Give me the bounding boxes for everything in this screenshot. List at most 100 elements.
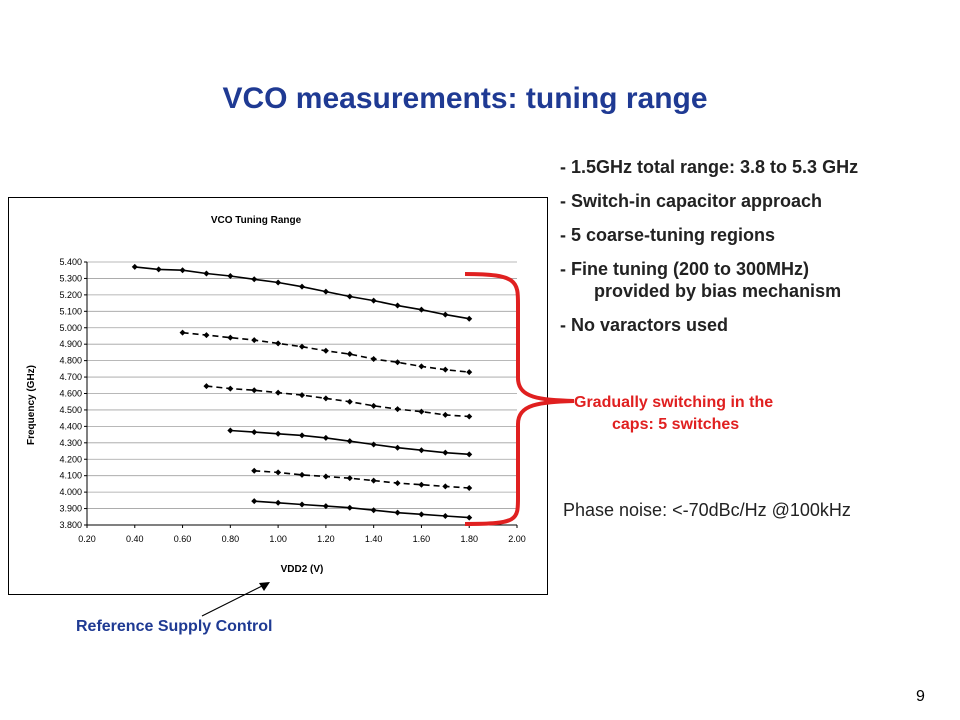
data-point bbox=[466, 315, 473, 322]
data-point bbox=[466, 369, 473, 376]
data-point bbox=[251, 498, 258, 505]
bullet-switch-capacitor: - Switch-in capacitor approach bbox=[560, 190, 960, 212]
data-point bbox=[394, 406, 401, 413]
data-point bbox=[299, 343, 305, 350]
data-point bbox=[299, 471, 305, 478]
data-point bbox=[466, 451, 473, 458]
vco-tuning-chart: VCO Tuning Range VDD2 (V) Frequency (GHz… bbox=[8, 197, 548, 595]
phase-noise-note: Phase noise: <-70dBc/Hz @100kHz bbox=[563, 500, 851, 520]
data-point bbox=[322, 473, 329, 480]
data-point bbox=[203, 270, 210, 277]
data-point bbox=[275, 340, 282, 347]
x-tick-label: 0.20 bbox=[78, 534, 96, 544]
y-tick-label: 4.000 bbox=[59, 487, 82, 497]
bullet-continuation: provided by bias mechanism bbox=[594, 281, 842, 301]
data-point bbox=[275, 430, 282, 437]
data-point bbox=[370, 297, 377, 304]
data-point bbox=[251, 387, 258, 394]
y-tick-label: 4.200 bbox=[59, 454, 82, 464]
brace-annotation-line2: caps: 5 switches bbox=[612, 416, 740, 433]
data-point bbox=[418, 511, 425, 518]
data-point bbox=[442, 449, 449, 456]
chart-svg: VCO Tuning Range VDD2 (V) Frequency (GHz… bbox=[26, 215, 526, 575]
data-point bbox=[346, 293, 353, 300]
data-point bbox=[179, 267, 186, 274]
x-tick-label: 1.80 bbox=[460, 534, 478, 544]
data-point bbox=[418, 481, 425, 488]
data-point bbox=[394, 302, 401, 309]
brace-annotation-line1: Gradually switching in the bbox=[574, 394, 774, 411]
data-point bbox=[299, 392, 305, 399]
y-tick-label: 4.400 bbox=[59, 421, 82, 431]
data-point bbox=[418, 447, 425, 454]
data-point bbox=[442, 411, 449, 418]
data-point bbox=[418, 363, 425, 370]
data-point bbox=[466, 413, 473, 420]
x-tick-label: 1.20 bbox=[317, 534, 335, 544]
series-line-3 bbox=[206, 385, 470, 418]
data-series bbox=[131, 263, 473, 521]
data-point bbox=[251, 429, 258, 436]
y-tick-label: 5.100 bbox=[59, 306, 82, 316]
data-point bbox=[370, 507, 377, 514]
data-point bbox=[251, 276, 258, 283]
data-point bbox=[275, 389, 282, 396]
data-point bbox=[370, 355, 377, 362]
y-tick-label: 4.300 bbox=[59, 438, 82, 448]
axes: 3.800 3.900 4.000 4.100 4.200 4.300 4.400 4.500… bbox=[59, 257, 525, 544]
data-point bbox=[394, 444, 401, 451]
x-axis-label: VDD2 (V) bbox=[281, 564, 324, 575]
data-point bbox=[179, 329, 186, 336]
x-tick-label: 0.80 bbox=[222, 534, 240, 544]
x-tick-label: 1.00 bbox=[269, 534, 287, 544]
data-point bbox=[346, 398, 353, 405]
page-number: 9 bbox=[916, 688, 925, 705]
grid-lines bbox=[87, 261, 517, 526]
data-point bbox=[418, 408, 425, 415]
bullet-text: - No varactors used bbox=[560, 315, 729, 335]
x-tick-label: 0.60 bbox=[174, 534, 192, 544]
data-point bbox=[299, 283, 305, 290]
x-tick-label: 0.40 bbox=[126, 534, 144, 544]
y-tick-label: 4.500 bbox=[59, 405, 82, 415]
x-tick-label: 2.00 bbox=[508, 534, 526, 544]
data-point bbox=[322, 503, 329, 510]
reference-supply-label: Reference Supply Control bbox=[76, 618, 273, 635]
data-point bbox=[227, 272, 234, 279]
data-point bbox=[155, 266, 162, 273]
y-tick-label: 4.700 bbox=[59, 372, 82, 382]
y-tick-label: 5.300 bbox=[59, 273, 82, 283]
data-point bbox=[394, 480, 401, 487]
data-point bbox=[466, 485, 473, 492]
data-point bbox=[251, 337, 258, 344]
bullet-text: - Fine tuning (200 to 300MHz) bbox=[560, 259, 810, 279]
y-tick-label: 5.000 bbox=[59, 323, 82, 333]
y-axis-label: Frequency (GHz) bbox=[26, 365, 37, 445]
y-tick-label: 3.800 bbox=[59, 520, 82, 530]
data-point bbox=[275, 499, 282, 506]
data-point bbox=[370, 441, 377, 448]
bullet-text: - 1.5GHz total range: 3.8 to 5.3 GHz bbox=[560, 157, 859, 177]
y-tick-label: 4.600 bbox=[59, 389, 82, 399]
data-point bbox=[227, 427, 234, 434]
chart-title: VCO Tuning Range bbox=[211, 215, 302, 226]
y-tick-label: 5.400 bbox=[59, 257, 82, 267]
data-point bbox=[227, 385, 234, 392]
data-point bbox=[466, 514, 473, 521]
y-tick-label: 5.200 bbox=[59, 290, 82, 300]
data-point bbox=[299, 501, 305, 508]
bullet-no-varactors: - No varactors used bbox=[560, 314, 960, 336]
y-tick-label: 4.800 bbox=[59, 356, 82, 366]
data-point bbox=[418, 306, 425, 313]
data-point bbox=[322, 288, 329, 295]
data-point bbox=[203, 332, 210, 339]
data-point bbox=[442, 311, 449, 318]
data-point bbox=[394, 509, 401, 516]
data-point bbox=[370, 402, 377, 409]
bullet-text: - Switch-in capacitor approach bbox=[560, 191, 823, 211]
data-point bbox=[322, 347, 329, 354]
data-point bbox=[275, 469, 282, 476]
brace-annotation: Gradually switching in the caps: 5 switc… bbox=[574, 392, 854, 436]
data-point bbox=[322, 434, 329, 441]
bullet-list: - 1.5GHz total range: 3.8 to 5.3 GHz - S… bbox=[560, 156, 960, 348]
